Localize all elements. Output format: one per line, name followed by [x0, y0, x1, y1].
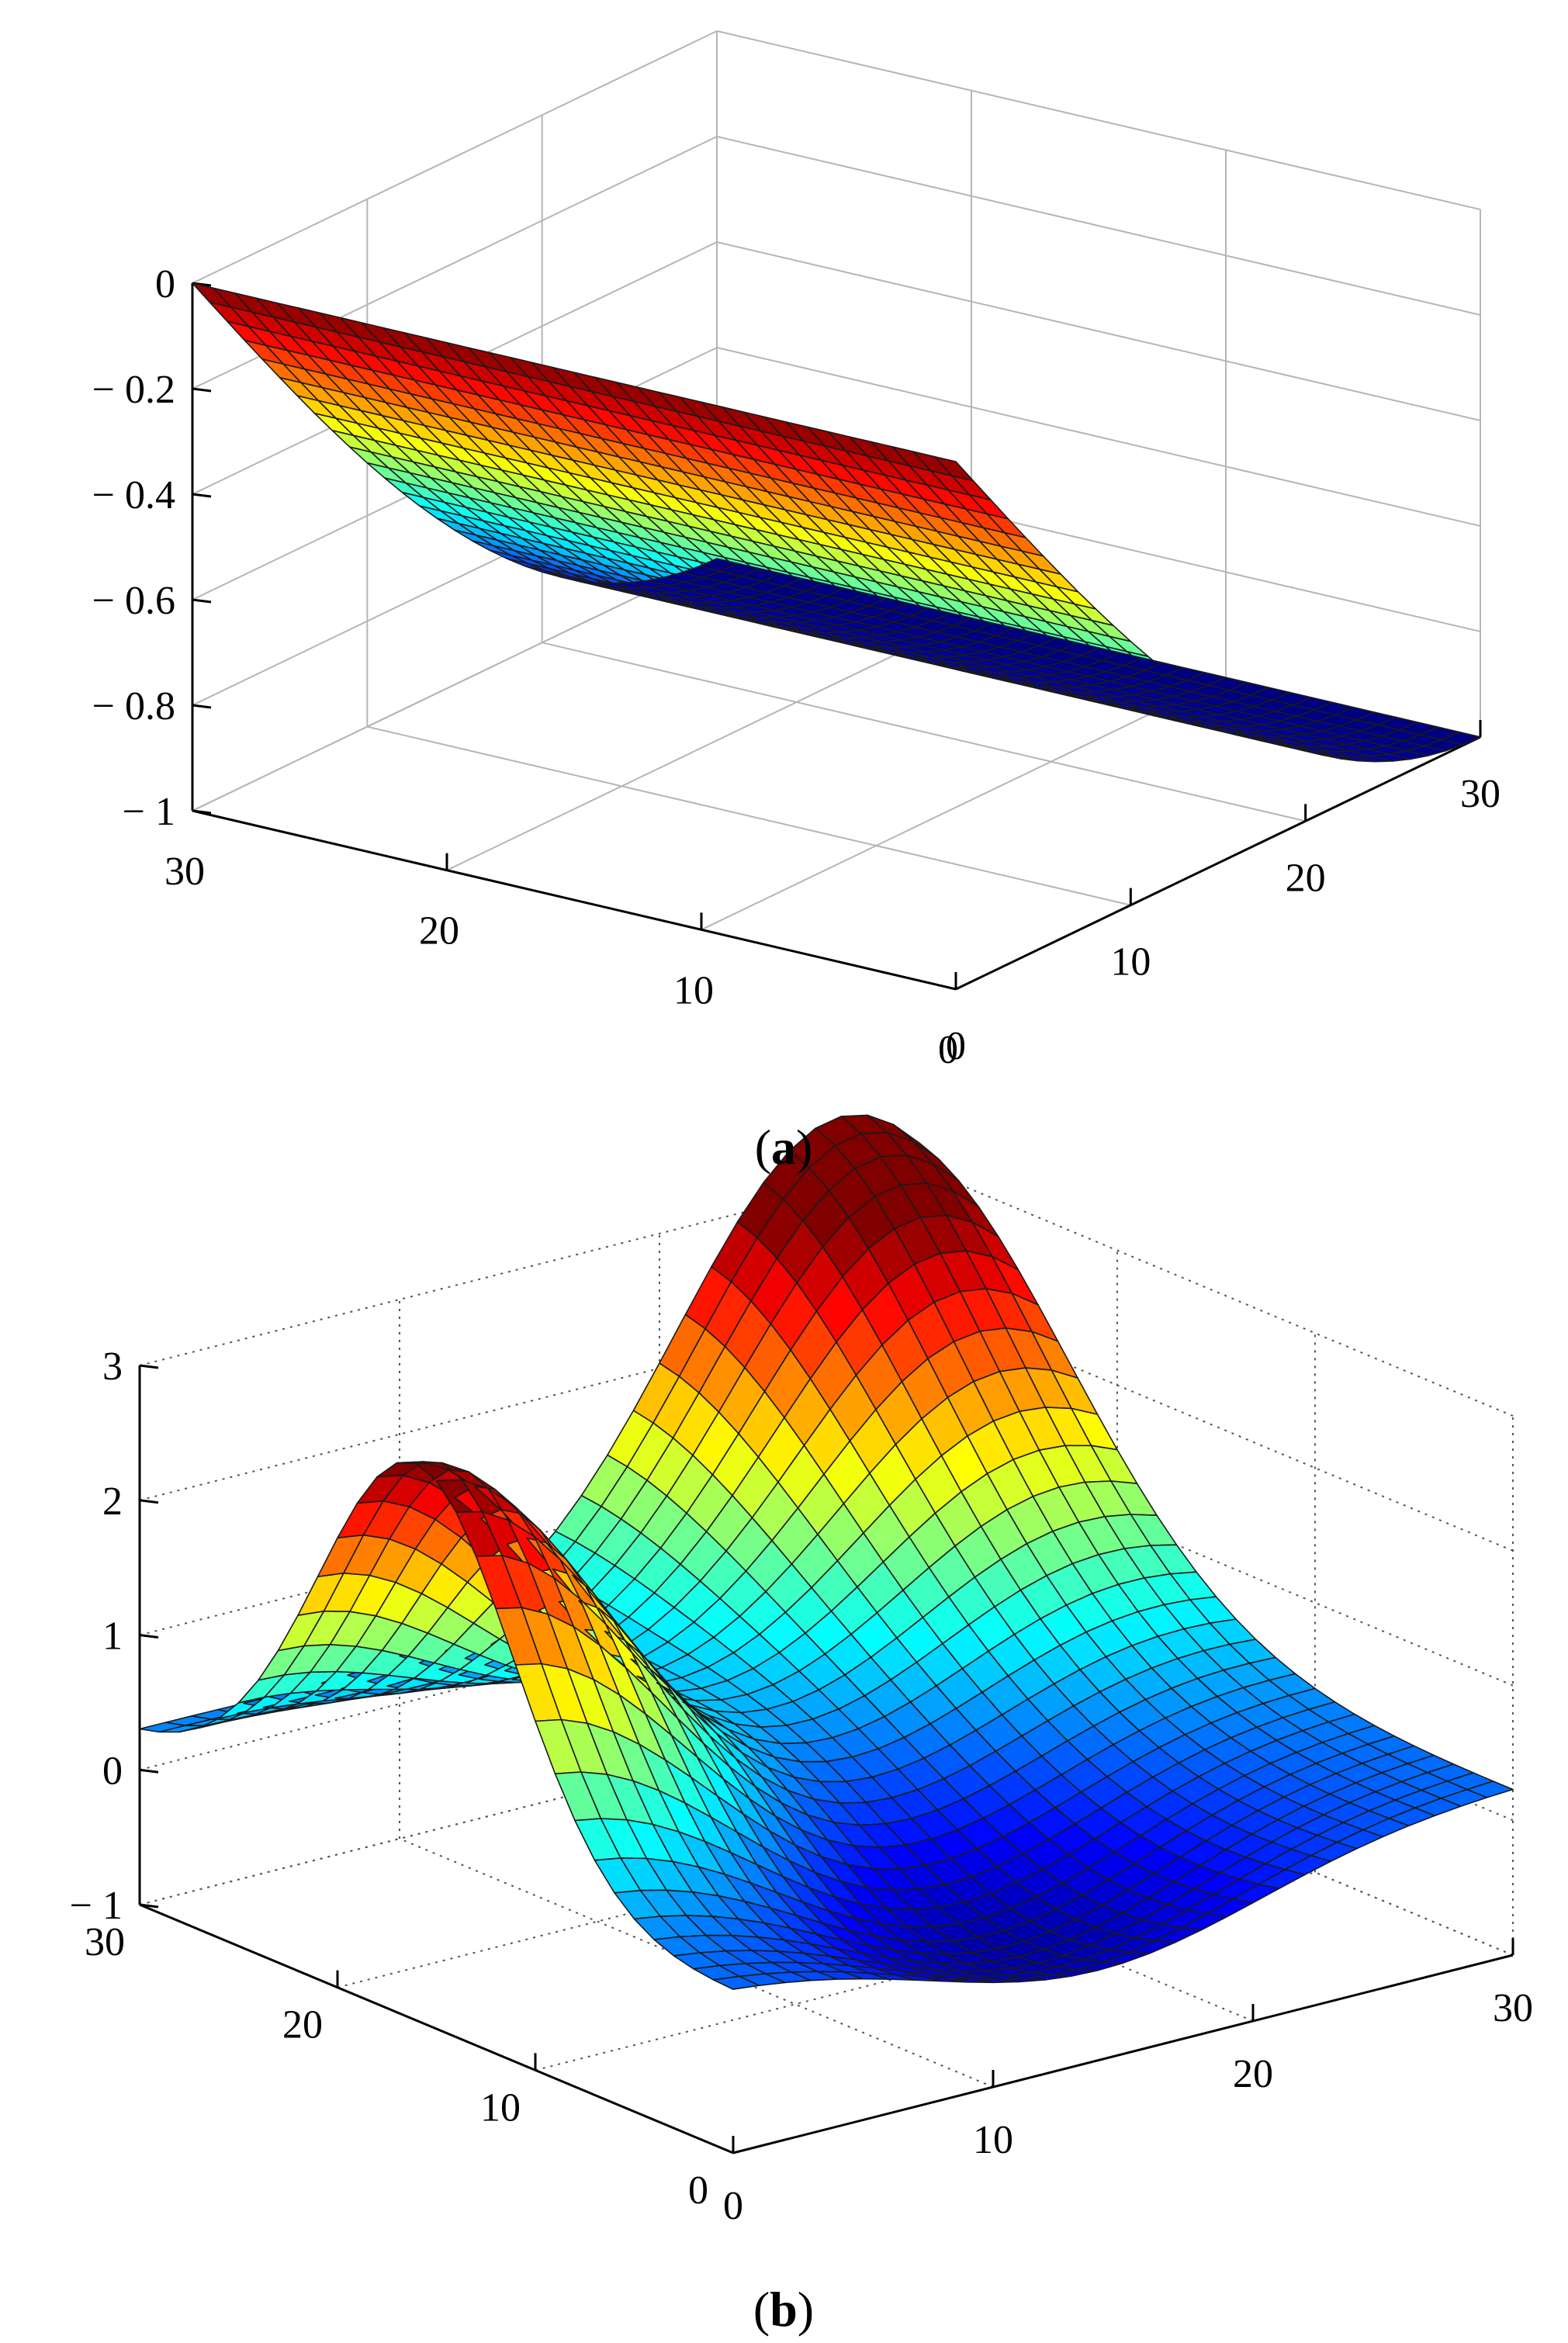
- z-tick-label: − 1: [70, 1884, 123, 1928]
- z-tick-label: 2: [102, 1480, 123, 1524]
- y-tick-label: 20: [282, 2003, 323, 2047]
- z-tick-mark: [192, 598, 212, 604]
- z-tick-mark: [192, 493, 212, 498]
- floor-gridline: [337, 1788, 1118, 1988]
- z-tick-mark: [139, 1903, 159, 1909]
- z-tick-label: − 0.2: [92, 368, 175, 412]
- x-tick-label: 30: [1493, 1986, 1533, 2030]
- floor-gridline: [367, 725, 1131, 906]
- wall-gridline: [139, 1571, 920, 1771]
- wall-gridline: [716, 241, 1481, 421]
- z-tick-label: − 0.4: [92, 473, 175, 517]
- wall-gridline: [139, 1706, 920, 1905]
- x-tick-label: 10: [973, 2118, 1013, 2162]
- z-tick-label: 0: [155, 262, 175, 306]
- z-tick-label: 0: [102, 1749, 123, 1793]
- x-tick-label: 10: [1110, 940, 1151, 985]
- x-axis-line: [955, 735, 1481, 991]
- y-axis-line: [192, 809, 957, 991]
- y-tick-label: 20: [419, 909, 459, 953]
- z-tick-label: − 0.8: [92, 684, 175, 729]
- x-tick-label: 30: [1460, 772, 1501, 816]
- wall-gridline: [919, 1167, 1514, 1417]
- y-tick-label: 10: [673, 968, 714, 1012]
- floor-gridline: [399, 1838, 994, 2088]
- wall-gridline: [716, 136, 1481, 316]
- wall-gridline: [139, 1167, 920, 1366]
- floor-gridline: [542, 642, 1306, 822]
- wall-gridline: [192, 558, 718, 812]
- panel-a-chart: 0 10 20 30 0 10 20 30 0 − 0.2 − 0.4 − 0.6 − 0.8 − 1: [92, 30, 1501, 1072]
- z-tick-mark: [139, 1768, 159, 1774]
- floor-gridline: [535, 1871, 1316, 2071]
- x-tick-label: 0: [946, 1024, 966, 1068]
- surface: [192, 282, 1481, 763]
- wall-gridline: [716, 30, 1481, 210]
- y-tick-label: 30: [164, 850, 205, 894]
- z-tick-label: − 0.6: [92, 579, 175, 623]
- axes: [191, 282, 1482, 991]
- z-tick-label: 1: [102, 1614, 123, 1659]
- surface: [139, 1114, 1514, 1990]
- z-tick-mark: [192, 387, 212, 393]
- z-tick-label: 3: [102, 1345, 123, 1389]
- y-tick-label: 0: [688, 2168, 708, 2213]
- y-axis-line: [139, 1903, 734, 2154]
- y-tick-label: 30: [85, 1920, 125, 1964]
- z-tick-mark: [139, 1364, 159, 1369]
- y-tick-label: 0: [938, 1028, 958, 1072]
- floor-gridline: [446, 617, 972, 871]
- z-tick-mark: [192, 704, 212, 709]
- surface-patch: [1466, 1781, 1514, 1798]
- floor-gridline: [701, 677, 1227, 931]
- wall-gridline: [139, 1436, 920, 1636]
- y-tick-label: 10: [480, 2085, 521, 2130]
- x-tick-label: 0: [723, 2184, 743, 2228]
- x-tick-label: 20: [1286, 856, 1326, 900]
- z-tick-mark: [139, 1634, 159, 1639]
- z-tick-mark: [139, 1499, 159, 1504]
- z-tick-mark: [192, 809, 212, 815]
- caption-b: (b): [753, 2282, 814, 2337]
- caption-a-letter: a: [771, 1120, 796, 1175]
- surface-patch: [1441, 731, 1481, 746]
- wall-gridline: [139, 1301, 920, 1501]
- caption-a: (a): [755, 1120, 813, 1175]
- tick-labels: 0 10 20 30 0 10 20 30 0 − 0.2 − 0.4 − 0.6 − 0.8 − 1: [92, 262, 1501, 1072]
- x-tick-label: 20: [1233, 2052, 1273, 2096]
- z-tick-label: − 1: [123, 790, 175, 834]
- wall-gridline: [716, 347, 1481, 527]
- wall-gridline: [192, 30, 718, 284]
- caption-b-letter: b: [770, 2282, 798, 2337]
- x-axis-line: [732, 1954, 1514, 2154]
- axes: [138, 1364, 1514, 2154]
